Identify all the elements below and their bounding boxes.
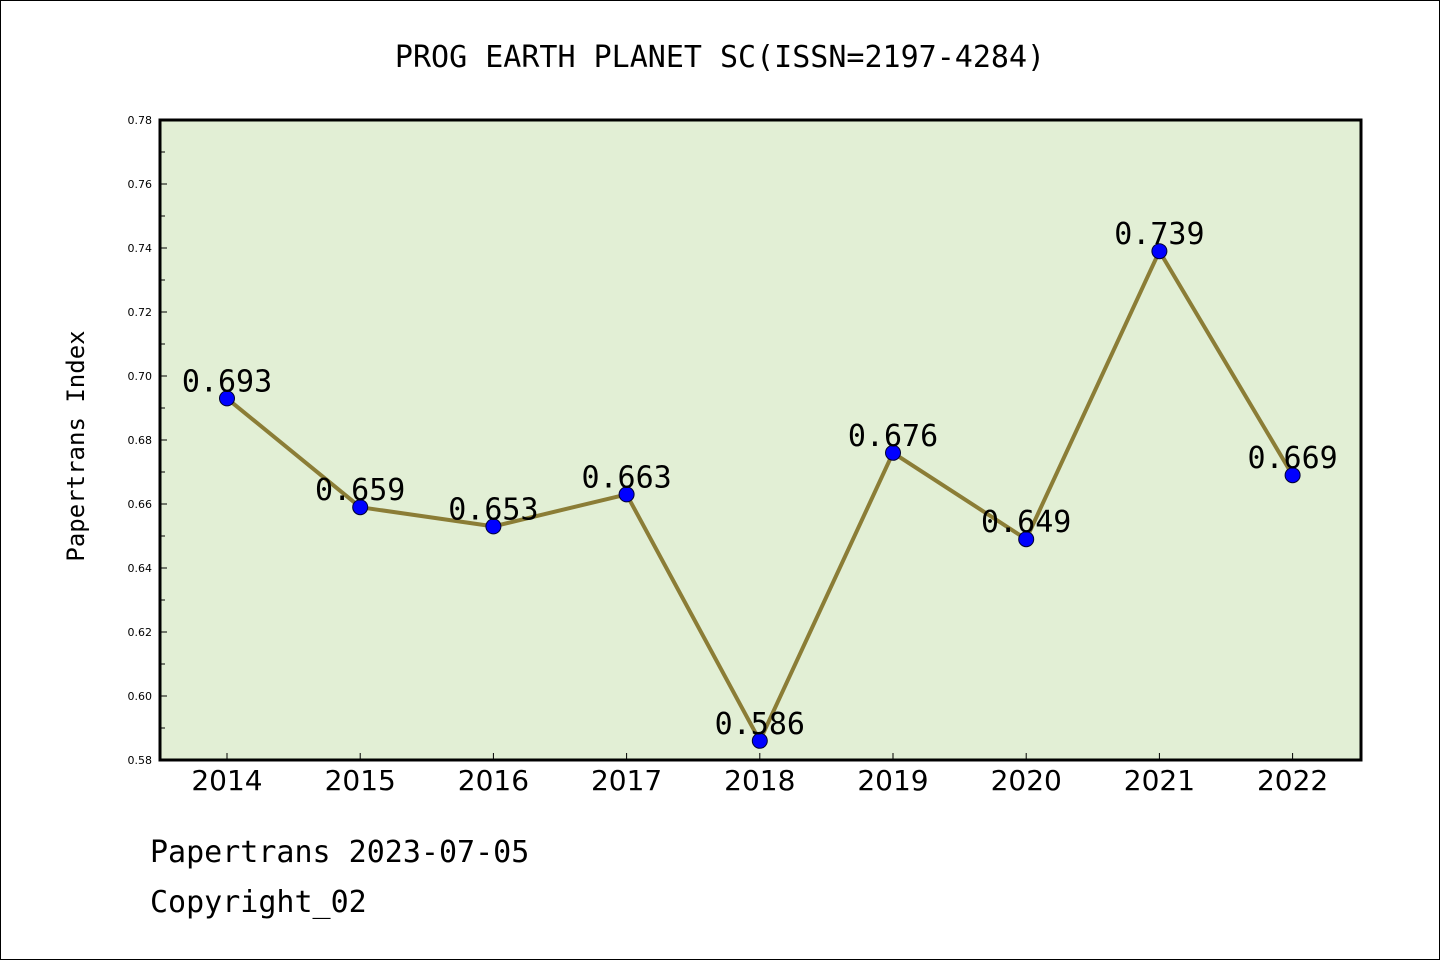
data-label: 0.676 (848, 419, 938, 454)
data-label: 0.693 (182, 364, 272, 399)
y-tick-label: 0.60 (128, 690, 153, 703)
y-tick-label: 0.74 (128, 242, 153, 255)
y-tick-label: 0.68 (128, 434, 153, 447)
x-tick-label: 2021 (1124, 764, 1195, 797)
y-tick-label: 0.58 (128, 754, 153, 767)
x-tick-label: 2020 (991, 764, 1062, 797)
data-point (352, 499, 369, 516)
y-tick-label: 0.62 (128, 626, 153, 639)
y-tick-label: 0.72 (128, 306, 153, 319)
data-label: 0.659 (315, 473, 405, 508)
data-label: 0.653 (448, 492, 538, 527)
x-axis: 2014 2015 2016 2017 2018 2019 2020 2021 2022 (191, 753, 1328, 797)
data-label: 0.739 (1114, 217, 1204, 252)
data-label: 0.663 (581, 460, 671, 495)
y-tick-label: 0.78 (128, 114, 153, 127)
data-point (751, 732, 768, 749)
series-markers (219, 243, 1301, 749)
x-tick-label: 2022 (1257, 764, 1328, 797)
y-tick-label: 0.70 (128, 370, 153, 383)
data-point (219, 390, 235, 407)
footer-copyright: Copyright_02 (150, 885, 367, 920)
data-point (885, 444, 901, 461)
data-point (618, 486, 635, 503)
x-tick-label: 2015 (325, 764, 396, 797)
plot-area (158, 118, 1363, 762)
data-point (485, 518, 502, 535)
data-label: 0.649 (981, 505, 1071, 540)
y-tick-label: 0.64 (128, 562, 153, 575)
data-point (1284, 467, 1301, 484)
data-point (1151, 243, 1168, 260)
y-axis-label: Papertrans Index (62, 330, 90, 561)
data-label: 0.586 (715, 707, 805, 742)
x-tick-label: 2018 (724, 764, 795, 797)
footer-date: Papertrans 2023-07-05 (150, 835, 530, 870)
x-tick-label: 2016 (458, 764, 529, 797)
y-tick-label: 0.66 (128, 498, 153, 511)
y-tick-label: 0.76 (128, 178, 153, 191)
data-label: 0.669 (1247, 441, 1337, 476)
chart-title: PROG EARTH PLANET SC(ISSN=2197-4284) (395, 40, 1045, 75)
x-tick-label: 2017 (591, 764, 662, 797)
data-labels: 0.693 0.659 0.653 0.663 0.586 0.676 0.649 0.739… (182, 217, 1338, 742)
x-tick-label: 2014 (191, 764, 262, 797)
y-axis: 0.58 0.60 0.62 0.64 0.66 0.68 0.70 0.72 0.74 0.76… (128, 114, 167, 767)
data-point (1018, 531, 1035, 548)
x-tick-label: 2019 (857, 764, 928, 797)
